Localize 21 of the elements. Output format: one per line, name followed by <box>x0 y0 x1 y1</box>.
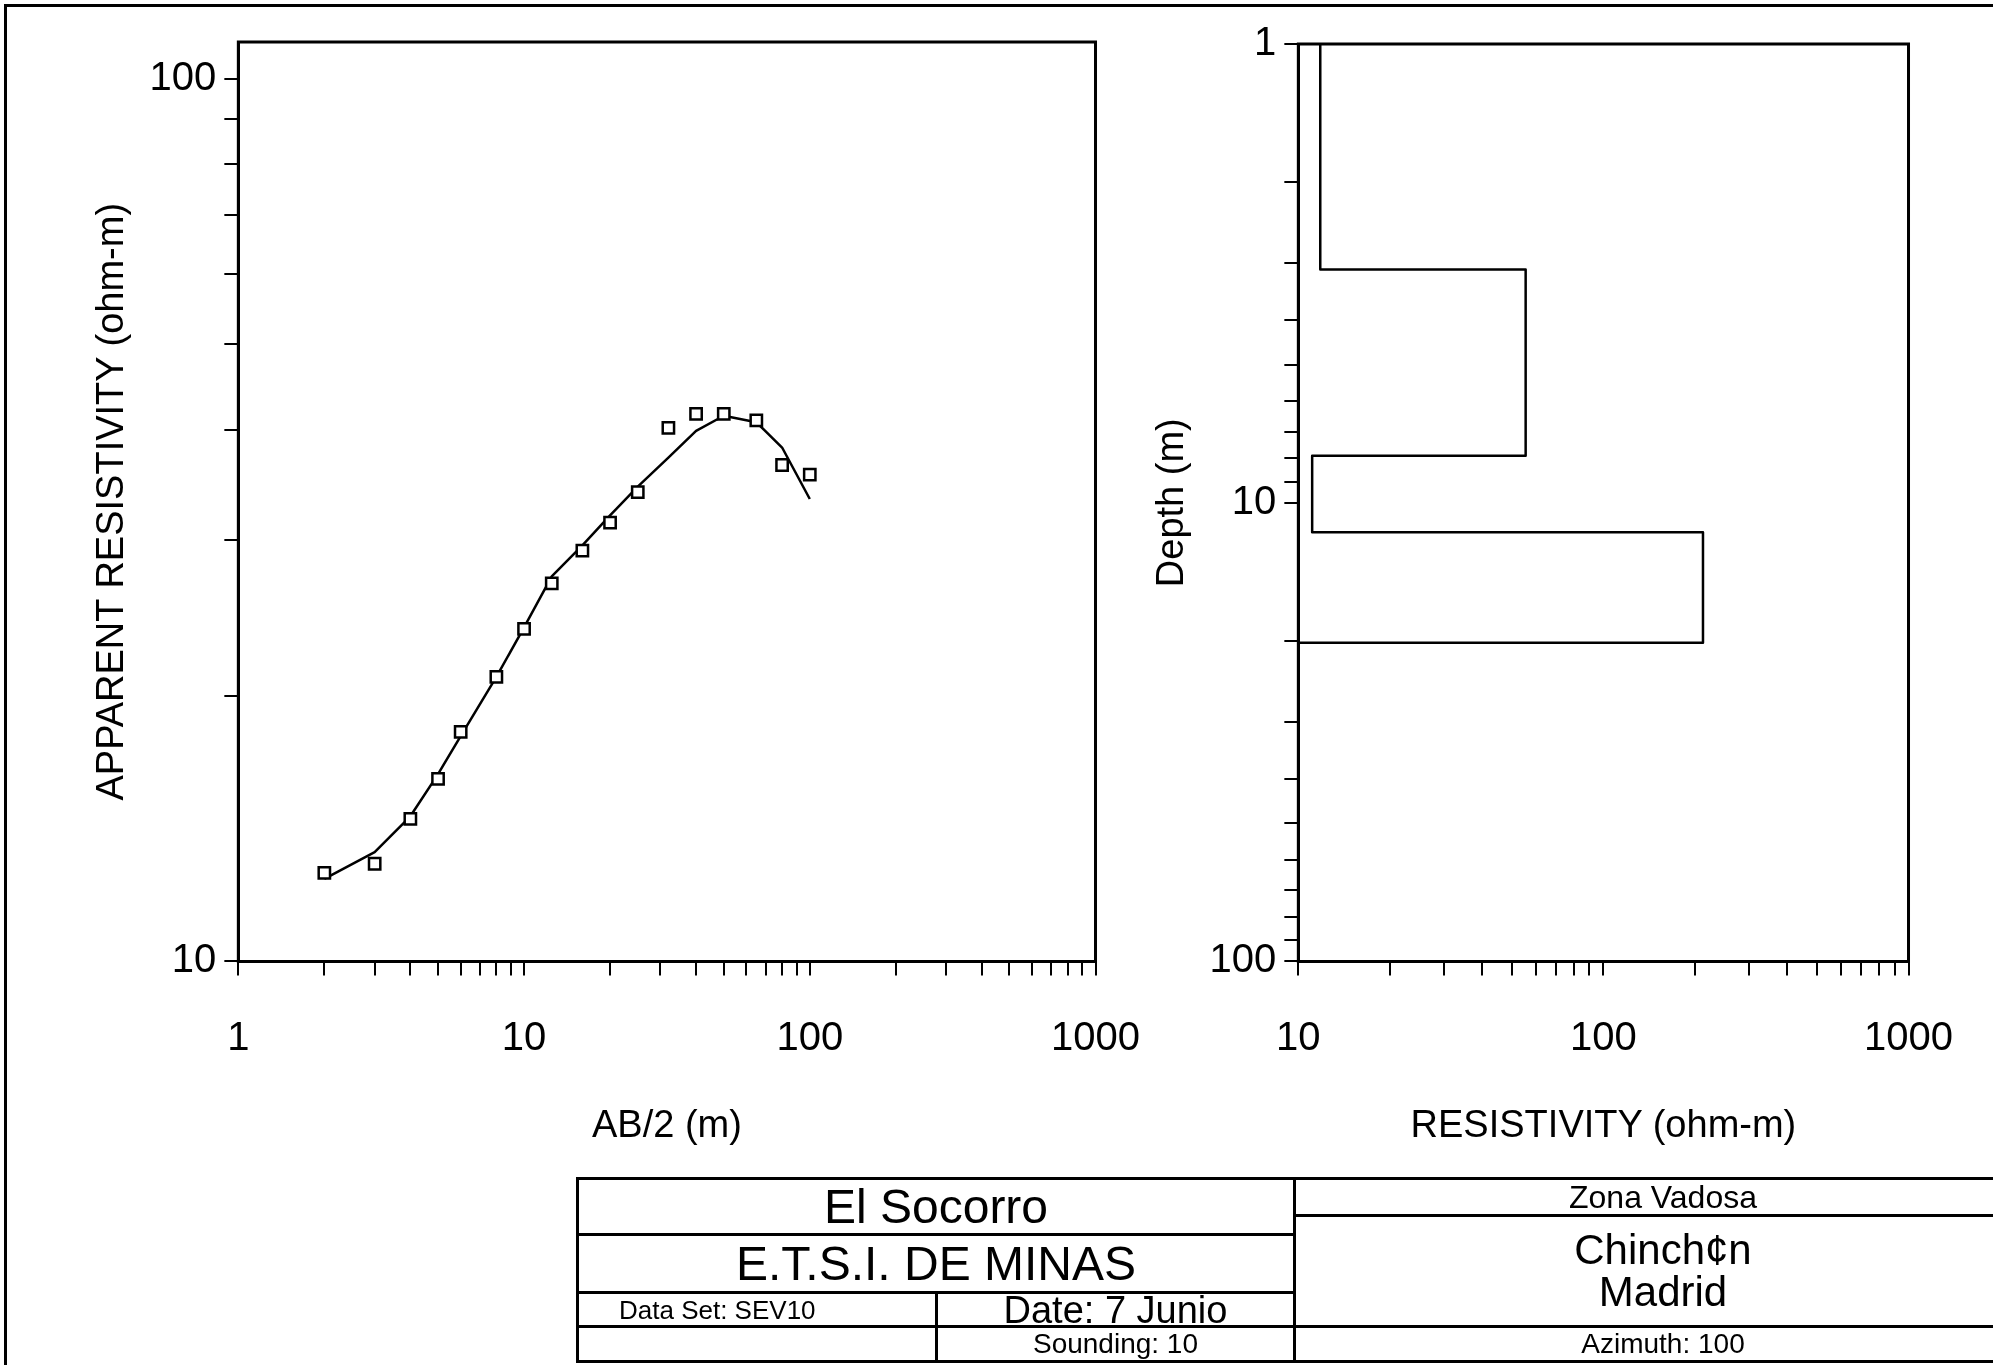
y-tick-label: 100 <box>1209 936 1277 981</box>
y-axis-title: Depth (m) <box>1149 418 1192 588</box>
x-tick-label: 1000 <box>1864 1014 1953 1059</box>
text: Zona Vadosa <box>1569 1179 1757 1215</box>
x-tick-label: 10 <box>501 1014 547 1059</box>
x-tick-label: 10 <box>1276 1014 1321 1059</box>
text: Sounding: 10 <box>1032 1328 1199 1359</box>
text: Date: 7 Junio <box>1003 1288 1228 1331</box>
text: E.T.S.I. DE MINAS <box>735 1236 1137 1290</box>
x-tick-label: 1 <box>227 1014 250 1059</box>
text: Azimuth: 100 <box>1581 1328 1745 1359</box>
x-axis-title: AB/2 (m) <box>591 1102 742 1145</box>
x-tick-label: 1000 <box>1051 1014 1140 1059</box>
text: El Socorro <box>823 1179 1049 1233</box>
x-tick-label: 100 <box>1570 1014 1637 1059</box>
text: Data Set: SEV10 <box>619 1294 816 1325</box>
y-tick-label: 10 <box>1231 477 1277 522</box>
x-axis-title: RESISTIVITY (ohm-m) <box>1410 1102 1797 1145</box>
y-tick-label: 1 <box>1254 19 1277 64</box>
x-tick-label: 100 <box>776 1014 844 1059</box>
y-axis-title: APPARENT RESISTIVITY (ohm-m) <box>89 202 132 801</box>
